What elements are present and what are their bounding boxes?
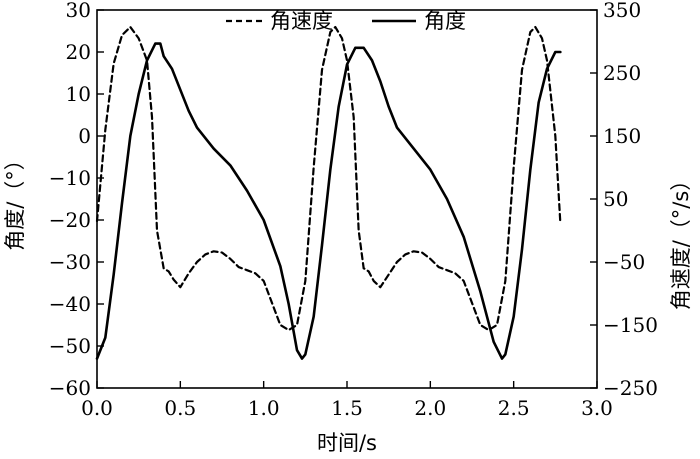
x-axis-title: 时间/s <box>317 431 377 455</box>
x-tick-label: 2.0 <box>414 396 446 420</box>
x-tick-label: 2.5 <box>498 396 530 420</box>
series-layer <box>95 25 562 360</box>
left-tick-label: 20 <box>66 40 91 64</box>
right-tick-label: −150 <box>603 313 658 337</box>
x-tick-label: 0.0 <box>81 396 113 420</box>
x-tick-label: 0.5 <box>164 396 196 420</box>
legend-label-angle: 角度 <box>424 9 466 33</box>
legend: 角速度 角度 <box>226 9 466 33</box>
left-tick-label: −60 <box>49 376 91 400</box>
legend-label-angular-velocity: 角速度 <box>270 9 333 33</box>
right-tick-label: 250 <box>603 61 641 85</box>
left-tick-label: −40 <box>49 292 91 316</box>
right-axis: 350 250 150 50 −50 −150 −250 <box>590 0 658 400</box>
right-tick-label: 350 <box>603 0 641 22</box>
series-angular-velocity-line <box>95 25 562 332</box>
left-tick-label: −20 <box>49 208 91 232</box>
left-axis-title: 角度/（°） <box>3 149 27 251</box>
right-tick-label: 50 <box>603 187 628 211</box>
left-tick-label: 0 <box>78 124 91 148</box>
x-tick-label: 3.0 <box>581 396 613 420</box>
x-tick-label: 1.0 <box>248 396 280 420</box>
left-tick-label: 10 <box>66 82 91 106</box>
right-axis-title: 角速度/（°/s） <box>669 170 693 311</box>
right-tick-label: −50 <box>603 250 645 274</box>
left-tick-label: −30 <box>49 250 91 274</box>
x-axis: 0.0 0.5 1.0 1.5 2.0 2.5 3.0 <box>81 381 613 420</box>
right-tick-label: −250 <box>603 376 658 400</box>
left-tick-label: −10 <box>49 166 91 190</box>
left-axis: 30 20 10 0 −10 −20 −30 −40 −50 −60 <box>49 0 104 400</box>
series-angle-line <box>95 42 562 360</box>
left-tick-label: −50 <box>49 334 91 358</box>
right-tick-label: 150 <box>603 124 641 148</box>
x-tick-label: 1.5 <box>331 396 363 420</box>
left-tick-label: 30 <box>66 0 91 22</box>
